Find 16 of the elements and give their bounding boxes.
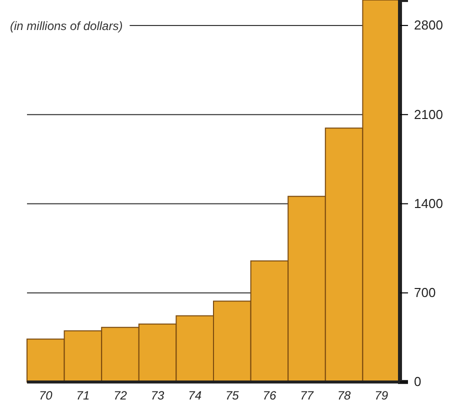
x-tick-label: 74 [188,388,202,403]
y-tick-label: 2800 [414,18,443,33]
y-axis-title: (in millions of dollars) [10,19,123,33]
x-tick-label: 75 [225,388,240,403]
x-tick-label: 79 [374,388,388,403]
x-tick-label: 72 [114,388,128,403]
x-tick-label: 70 [38,388,53,403]
y-tick-label: 0 [414,374,422,390]
x-tick-label: 77 [300,388,315,403]
x-tick-label: 76 [262,388,276,403]
y-tick-label: 1400 [414,196,443,211]
x-tick-label: 73 [150,388,165,403]
y-tick-label: 700 [414,285,436,300]
x-tick-label: 71 [76,388,90,403]
x-tick-label: 78 [337,388,352,403]
y-tick-label: 2100 [414,106,443,122]
